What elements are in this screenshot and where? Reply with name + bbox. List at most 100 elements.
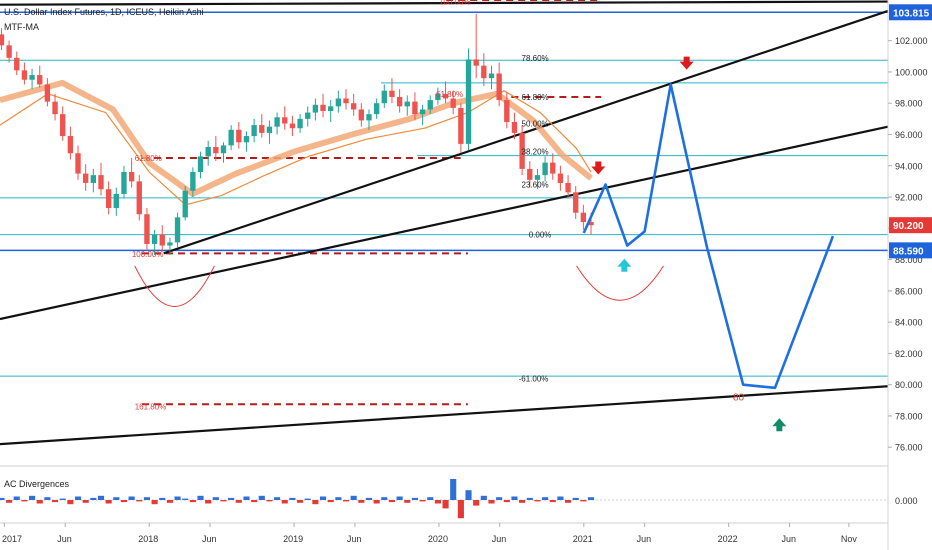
candle bbox=[37, 65, 43, 88]
osc-bar bbox=[274, 497, 281, 500]
candle-body bbox=[98, 175, 104, 190]
arc-1 bbox=[576, 265, 664, 301]
price-label-box bbox=[889, 242, 932, 259]
candle-body bbox=[266, 126, 273, 133]
candle-body bbox=[182, 190, 188, 218]
osc-bar bbox=[13, 496, 20, 500]
price-tick-label: 96.000 bbox=[895, 130, 923, 140]
osc-bar bbox=[365, 497, 373, 500]
candle-body bbox=[389, 90, 395, 97]
candle bbox=[550, 153, 556, 180]
candle bbox=[236, 121, 242, 149]
candle-body bbox=[151, 234, 158, 244]
price-tick-label: 80.000 bbox=[895, 380, 923, 390]
osc-bar bbox=[29, 495, 36, 500]
candle-body bbox=[67, 136, 74, 154]
horizontal-levels bbox=[0, 11, 888, 377]
time-tick-label: 2022 bbox=[718, 534, 738, 544]
arc-patterns bbox=[134, 265, 664, 307]
time-tick-label: 2019 bbox=[283, 534, 303, 544]
candle bbox=[159, 225, 165, 252]
osc-bar bbox=[205, 500, 212, 504]
osc-bar bbox=[197, 495, 204, 500]
trend-line-3 bbox=[0, 385, 889, 446]
arc-0 bbox=[134, 265, 215, 307]
candle bbox=[60, 106, 66, 141]
candle-body bbox=[174, 217, 181, 243]
candle-body bbox=[373, 103, 380, 115]
candle-body bbox=[473, 59, 479, 66]
symbol-title: U.S. Dollar Index Futures, 1D, ICEUS, He… bbox=[4, 7, 204, 17]
candle-body bbox=[113, 193, 119, 208]
candle bbox=[565, 175, 571, 199]
candle-body bbox=[21, 70, 28, 80]
osc-bar bbox=[342, 500, 350, 502]
candle-body bbox=[82, 173, 89, 183]
candle bbox=[259, 114, 265, 138]
candle bbox=[320, 93, 326, 118]
osc-bar bbox=[0, 497, 5, 500]
candle-body bbox=[519, 132, 525, 169]
candlesticks bbox=[0, 14, 594, 255]
sub-indicator-label[interactable]: AC Divergences bbox=[4, 479, 70, 489]
candle-body bbox=[504, 100, 510, 122]
candle bbox=[366, 109, 372, 130]
osc-bar bbox=[120, 500, 128, 503]
candle-body bbox=[404, 101, 410, 107]
fib-label-5: 23.60% bbox=[522, 181, 549, 190]
candle-body bbox=[450, 98, 456, 108]
candle bbox=[136, 175, 142, 221]
osc-bar bbox=[281, 500, 288, 504]
candle bbox=[282, 106, 288, 130]
candle-body bbox=[427, 100, 433, 110]
time-tick-label: 2020 bbox=[428, 534, 448, 544]
osc-bar bbox=[434, 500, 441, 504]
candle-body bbox=[557, 173, 564, 183]
price-axis: 102.000 100.000 98.000 96.000 94.000 92.000 90… bbox=[888, 36, 928, 453]
candle-body bbox=[328, 106, 334, 112]
candle bbox=[67, 126, 74, 160]
osc-bar bbox=[151, 500, 158, 505]
candle bbox=[504, 92, 510, 129]
time-tick-label: Jun bbox=[781, 534, 796, 544]
candle-body bbox=[565, 182, 571, 193]
osc-bar bbox=[450, 479, 457, 500]
fib-label-2: 61.80% bbox=[522, 93, 549, 102]
osc-bar bbox=[411, 497, 418, 500]
candle bbox=[557, 165, 564, 191]
candle-body bbox=[481, 65, 487, 79]
candle-body bbox=[458, 107, 464, 144]
osc-bar bbox=[557, 496, 564, 500]
osc-bar bbox=[396, 496, 403, 500]
osc-bar bbox=[304, 498, 311, 500]
osc-bar bbox=[143, 497, 150, 500]
candle bbox=[450, 90, 456, 115]
indicator-label[interactable]: MTF-MA bbox=[4, 22, 39, 32]
candle bbox=[243, 131, 250, 152]
candle bbox=[527, 161, 533, 188]
candle-body bbox=[282, 117, 288, 124]
candle-body bbox=[511, 121, 518, 133]
fib-label-10: 100.00% bbox=[132, 250, 164, 259]
candle-body bbox=[136, 181, 142, 215]
candle-body bbox=[289, 123, 296, 129]
signal-arrow-down-1 bbox=[591, 161, 606, 175]
time-tick-label: Jun bbox=[637, 534, 652, 544]
candle-body bbox=[251, 125, 257, 137]
time-tick-label: Jun bbox=[57, 534, 72, 544]
candle bbox=[128, 157, 135, 188]
candle bbox=[465, 48, 472, 151]
candle-body bbox=[320, 104, 326, 112]
candle-body bbox=[105, 189, 112, 208]
candle bbox=[305, 106, 311, 127]
osc-bar bbox=[182, 498, 189, 500]
time-tick-label: Jun bbox=[347, 534, 362, 544]
osc-bar bbox=[189, 500, 196, 503]
osc-bar bbox=[327, 500, 334, 503]
candle bbox=[419, 104, 426, 126]
candle bbox=[335, 90, 342, 113]
candle-body bbox=[496, 73, 502, 101]
projection-path bbox=[582, 83, 835, 390]
trend-lines bbox=[0, 0, 889, 446]
